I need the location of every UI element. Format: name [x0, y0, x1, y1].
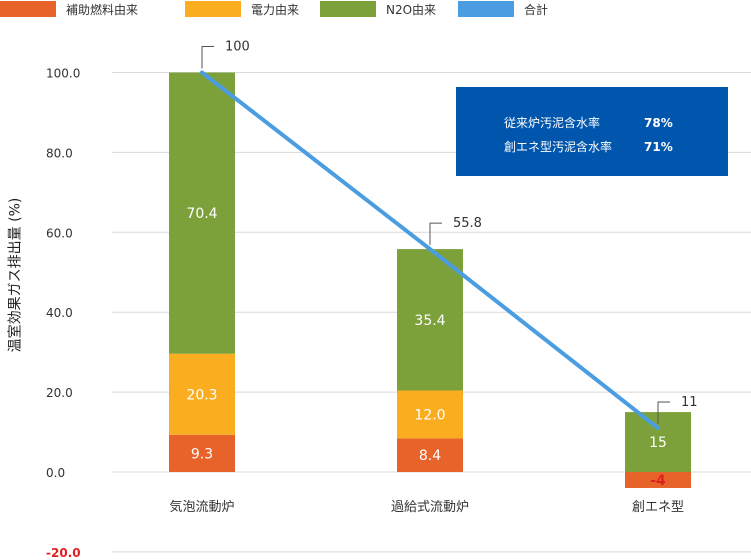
info-row-energy-creating: 創エネ型汚泥含水率 71% [504, 138, 673, 155]
bar-segment [169, 72, 235, 354]
moisture-info-box: 従来炉汚泥含水率 78% 創エネ型汚泥含水率 71% [456, 87, 728, 176]
legend-item-n2o: N2O由来 [320, 1, 436, 17]
legend-label-electricity: 電力由来 [251, 2, 300, 17]
legend-item-aux-fuel: 補助燃料由来 [0, 1, 138, 17]
total-callout-leader [429, 222, 442, 246]
bar-value-label: 15 [649, 435, 667, 451]
bar-segment [397, 438, 463, 472]
y-tick-label: 0.0 [46, 466, 65, 480]
x-tick-label: 過給式流動炉 [391, 500, 469, 515]
bar-value-label: 12.0 [414, 407, 445, 423]
legend: 補助燃料由来 電力由来 N2O由来 合計 [0, 0, 751, 20]
y-tick-label: 80.0 [46, 146, 73, 160]
total-callout-leader [201, 46, 214, 69]
legend-item-electricity: 電力由来 [185, 1, 299, 17]
info-label-conventional: 従来炉汚泥含水率 [504, 116, 601, 130]
legend-swatch-total [458, 1, 514, 17]
y-tick-label: 60.0 [46, 226, 73, 240]
info-label-energy-creating: 創エネ型汚泥含水率 [504, 140, 613, 154]
bar-value-label: 9.3 [191, 446, 213, 462]
info-value-energy-creating: 71% [644, 140, 673, 154]
legend-label-n2o: N2O由来 [386, 2, 437, 17]
total-value-label: 55.8 [453, 216, 482, 231]
y-tick-label: 100.0 [46, 67, 80, 81]
info-value-conventional: 78% [644, 116, 673, 130]
info-row-conventional: 従来炉汚泥含水率 78% [504, 114, 673, 131]
legend-item-total: 合計 [458, 1, 548, 17]
legend-swatch-aux-fuel [0, 1, 56, 17]
y-tick-label: -20.0 [46, 546, 81, 560]
total-value-label: 100 [225, 40, 250, 55]
total-value-label: 11 [681, 395, 698, 410]
bar-value-label: 70.4 [186, 206, 217, 222]
legend-label-aux-fuel: 補助燃料由来 [66, 2, 139, 17]
bar-segment [397, 249, 463, 391]
total-line [200, 70, 660, 431]
total-callout-leader [657, 401, 670, 425]
bar-segment [169, 434, 235, 472]
x-tick-label: 気泡流動炉 [169, 499, 234, 515]
legend-swatch-electricity [185, 1, 241, 17]
bar-segment [625, 472, 691, 488]
bar-value-label: 35.4 [414, 313, 445, 329]
bar-segment [169, 353, 235, 435]
y-tick-label: 40.0 [46, 306, 73, 320]
bar-value-label: 8.4 [419, 448, 441, 464]
x-tick-label: 創エネ型 [632, 500, 684, 515]
legend-swatch-n2o [320, 1, 376, 17]
legend-label-total: 合計 [524, 2, 549, 17]
y-tick-label: 20.0 [46, 386, 73, 400]
bar-segment [397, 390, 463, 439]
bar-value-label: -4 [650, 473, 666, 489]
bar-value-label: 20.3 [186, 387, 217, 403]
